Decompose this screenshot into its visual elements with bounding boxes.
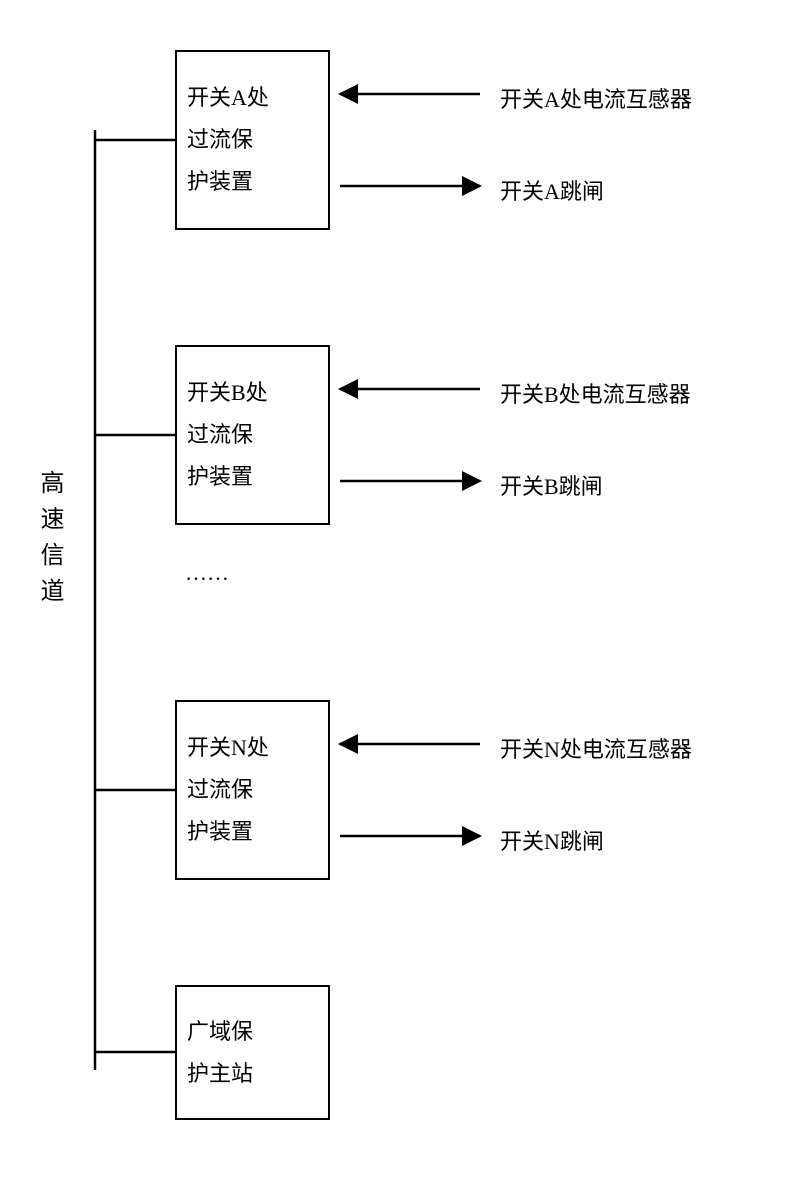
label-a-in: 开关A处电流互感器 — [500, 82, 692, 114]
box-n-line1: 开关N处 — [187, 727, 318, 769]
box-station: 广域保 护主站 — [175, 985, 330, 1120]
box-b-line1: 开关B处 — [187, 372, 318, 414]
box-switch-b: 开关B处 过流保 护装置 — [175, 345, 330, 525]
box-a-line3: 护装置 — [187, 161, 318, 203]
label-b-in: 开关B处电流互感器 — [500, 377, 691, 409]
box-b-line3: 护装置 — [187, 456, 318, 498]
box-station-line1: 广域保 — [187, 1011, 318, 1053]
box-n-line3: 护装置 — [187, 811, 318, 853]
label-b-out: 开关B跳闸 — [500, 469, 603, 501]
connectors-svg — [0, 0, 800, 1189]
box-b-line2: 过流保 — [187, 414, 318, 456]
box-station-line2: 护主站 — [187, 1053, 318, 1095]
label-n-out: 开关N跳闸 — [500, 824, 604, 856]
box-a-line1: 开关A处 — [187, 77, 318, 119]
label-a-out: 开关A跳闸 — [500, 174, 604, 206]
label-n-in: 开关N处电流互感器 — [500, 732, 692, 764]
bus-label: 高速信道 — [32, 470, 67, 614]
diagram-canvas: 高速信道 开关A处 过流保 护装置 开关B处 过流保 护装置 …… 开关N处 过… — [0, 0, 800, 1189]
box-n-line2: 过流保 — [187, 769, 318, 811]
ellipsis: …… — [185, 560, 229, 586]
box-switch-a: 开关A处 过流保 护装置 — [175, 50, 330, 230]
box-a-line2: 过流保 — [187, 119, 318, 161]
box-switch-n: 开关N处 过流保 护装置 — [175, 700, 330, 880]
